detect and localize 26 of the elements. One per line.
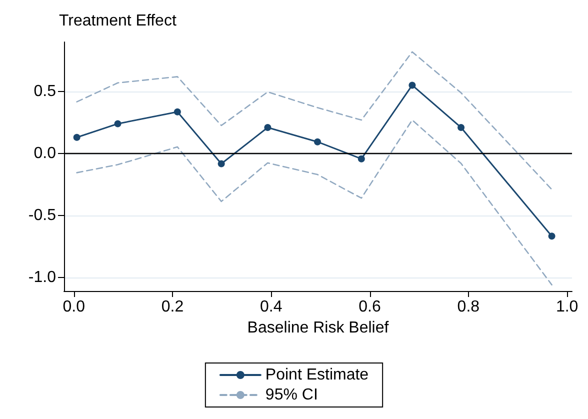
point (358, 155, 365, 162)
x-axis-title: Baseline Risk Belief (247, 319, 390, 336)
x-tick-label: 0.0 (62, 298, 86, 316)
point (264, 124, 272, 131)
point (458, 124, 465, 131)
line-series (76, 119, 552, 286)
y-tick-label: -0.5 (28, 206, 56, 224)
point (408, 82, 416, 89)
x-tick-label: 0.4 (260, 298, 282, 316)
point (174, 108, 181, 116)
point (218, 160, 225, 168)
x-tick-label: 0.6 (358, 298, 382, 316)
point (114, 120, 122, 128)
y-axis-title: Treatment Effect (59, 12, 177, 30)
legend-label: 95% CI (265, 386, 318, 404)
point (314, 138, 322, 146)
x-tick-label: 1.0 (556, 298, 578, 316)
x-tick-label: 0.2 (161, 298, 184, 316)
y-tick-label: 0.5 (34, 83, 56, 100)
point (73, 134, 80, 141)
y-tick-label: 0.0 (34, 144, 56, 162)
legend-label: Point Estimate (265, 366, 369, 384)
point (548, 232, 556, 240)
y-tick-label: -1.0 (28, 268, 56, 286)
x-tick-label: 0.8 (457, 298, 480, 316)
line-series (76, 51, 552, 190)
